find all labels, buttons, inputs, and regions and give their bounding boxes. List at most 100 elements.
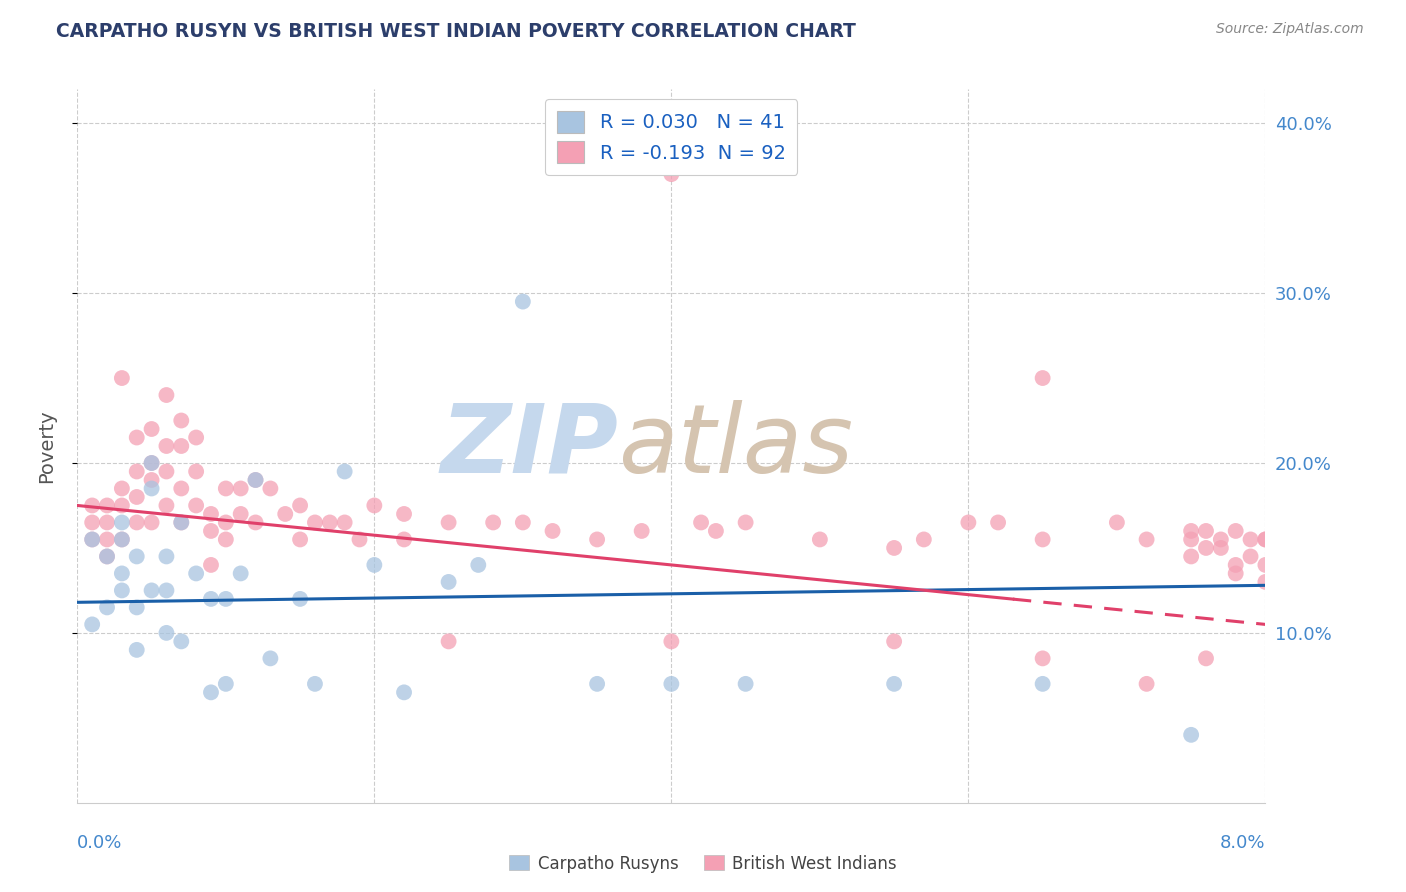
Point (186, 465, 208, 479)
Point (125, 516, 148, 530)
Point (170, 516, 193, 530)
Point (512, 294, 534, 309)
Text: 8.0%: 8.0% (1220, 834, 1265, 852)
Point (392, 507, 415, 521)
Point (215, 482, 238, 496)
Point (541, 524, 564, 538)
Point (1239, 549, 1261, 564)
Point (1225, 524, 1247, 538)
Point (1180, 728, 1202, 742)
Point (82, 533, 104, 547)
Point (82, 499, 104, 513)
Point (141, 473, 163, 487)
Point (1136, 533, 1159, 547)
Point (586, 677, 609, 691)
Point (96, 533, 118, 547)
Point (155, 549, 177, 564)
Point (111, 583, 134, 598)
Point (155, 583, 177, 598)
Point (274, 507, 297, 521)
Point (141, 482, 163, 496)
Point (437, 574, 460, 589)
Point (734, 677, 756, 691)
Point (467, 558, 489, 572)
Point (304, 516, 326, 530)
Point (1136, 677, 1159, 691)
Point (1254, 533, 1277, 547)
Point (141, 456, 163, 470)
Point (1209, 541, 1232, 555)
Point (1195, 541, 1218, 555)
Point (1105, 516, 1128, 530)
Point (1225, 566, 1247, 581)
Point (82, 516, 104, 530)
Legend: Carpatho Rusyns, British West Indians: Carpatho Rusyns, British West Indians (503, 848, 903, 880)
Point (392, 685, 415, 699)
Point (125, 600, 148, 615)
Point (1180, 549, 1202, 564)
Point (1180, 524, 1202, 538)
Point (1195, 651, 1218, 665)
Point (883, 677, 905, 691)
Point (186, 499, 208, 513)
Point (1195, 524, 1218, 538)
Point (141, 422, 163, 436)
Point (170, 413, 193, 427)
Point (883, 634, 905, 648)
Point (363, 499, 385, 513)
Point (125, 430, 148, 444)
Point (186, 566, 208, 581)
Point (661, 167, 683, 181)
Point (912, 533, 935, 547)
Point (1032, 677, 1054, 691)
Point (1254, 558, 1277, 572)
Point (141, 583, 163, 598)
Point (125, 465, 148, 479)
Point (125, 643, 148, 657)
Point (170, 482, 193, 496)
Y-axis label: Poverty: Poverty (38, 409, 56, 483)
Point (170, 516, 193, 530)
Point (155, 626, 177, 640)
Point (883, 541, 905, 555)
Point (96, 549, 118, 564)
Point (96, 516, 118, 530)
Point (186, 430, 208, 444)
Point (125, 490, 148, 504)
Point (704, 524, 727, 538)
Point (1209, 533, 1232, 547)
Point (111, 533, 134, 547)
Point (1254, 533, 1277, 547)
Point (1032, 533, 1054, 547)
Point (661, 634, 683, 648)
Point (215, 516, 238, 530)
Point (215, 533, 238, 547)
Point (288, 591, 311, 606)
Point (96, 549, 118, 564)
Point (155, 388, 177, 402)
Point (349, 533, 371, 547)
Point (661, 677, 683, 691)
Point (319, 516, 342, 530)
Point (229, 482, 252, 496)
Legend: R = 0.030   N = 41, R = -0.193  N = 92: R = 0.030 N = 41, R = -0.193 N = 92 (546, 99, 797, 175)
Point (1180, 533, 1202, 547)
Point (1032, 651, 1054, 665)
Point (259, 651, 281, 665)
Point (111, 566, 134, 581)
Point (512, 516, 534, 530)
Point (363, 558, 385, 572)
Point (200, 558, 222, 572)
Point (200, 591, 222, 606)
Point (245, 516, 267, 530)
Point (200, 524, 222, 538)
Text: Source: ZipAtlas.com: Source: ZipAtlas.com (1216, 22, 1364, 37)
Point (215, 591, 238, 606)
Point (170, 439, 193, 453)
Point (155, 465, 177, 479)
Point (333, 465, 356, 479)
Point (111, 516, 134, 530)
Point (1032, 371, 1054, 385)
Point (586, 533, 609, 547)
Point (155, 439, 177, 453)
